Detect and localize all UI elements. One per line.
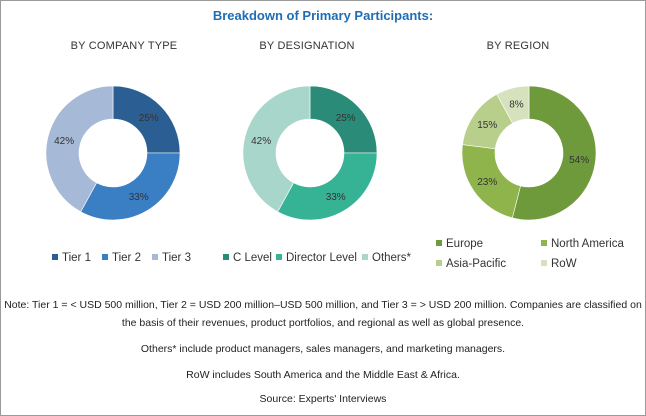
legend-item-row: RoW xyxy=(541,258,577,270)
donut-slice-europe xyxy=(511,85,597,221)
legend-swatch xyxy=(436,259,442,266)
figure-title: Breakdown of Primary Participants: xyxy=(212,8,434,23)
note-others-definition: Others* include product managers, sales … xyxy=(140,343,506,355)
legend-label: C Level xyxy=(233,252,272,264)
legend-swatch xyxy=(541,239,547,246)
note-classification: the basis of their revenues, product por… xyxy=(121,317,525,329)
data-label: 54% xyxy=(569,155,589,166)
chart-region-title: BY REGION xyxy=(486,40,550,52)
legend-swatch xyxy=(223,253,229,260)
legend-swatch xyxy=(436,239,442,246)
legend-swatch xyxy=(152,253,158,260)
legend-item-asia-pacific: Asia-Pacific xyxy=(436,258,506,270)
donut-slice-tier-3 xyxy=(45,85,114,213)
chart-company-type-title: BY COMPANY TYPE xyxy=(70,40,178,52)
data-label: 25% xyxy=(336,113,356,124)
legend-swatch xyxy=(52,253,58,260)
donut-slice-tier-2 xyxy=(80,152,181,221)
source-note: Source: Experts' Interviews xyxy=(259,393,387,405)
donut-slice-director-level xyxy=(277,152,378,221)
donut-slice-others xyxy=(242,85,311,213)
legend-label: Tier 2 xyxy=(112,252,141,264)
donut-chart-region: 54% 23% 15% 8% xyxy=(461,85,597,221)
data-label: 42% xyxy=(54,136,74,147)
legend-label: Director Level xyxy=(286,252,357,264)
legend-label: North America xyxy=(551,238,624,250)
legend-item-tier-3: Tier 3 xyxy=(152,252,191,264)
donut-slice-tier-1 xyxy=(112,85,181,154)
note-row-definition: RoW includes South America and the Middl… xyxy=(186,369,460,381)
legend-label: Tier 1 xyxy=(62,252,91,264)
legend-label: Others* xyxy=(372,252,411,264)
legend-label: RoW xyxy=(551,258,577,270)
donut-chart-company-type: 25% 33% 42% xyxy=(45,85,181,221)
donut-chart-designation: 25% 33% 42% xyxy=(242,85,378,221)
data-label: 33% xyxy=(129,192,149,203)
data-label: 15% xyxy=(477,120,497,131)
legend-label: Asia-Pacific xyxy=(446,258,507,270)
note-tier-definition: Note: Tier 1 = < USD 500 million, Tier 2… xyxy=(4,299,642,311)
donut-slice-row xyxy=(496,85,530,124)
legend-item-c-level: C Level xyxy=(223,252,272,264)
legend-swatch xyxy=(276,253,282,260)
legend-label: Europe xyxy=(446,238,484,250)
legend-item-europe: Europe xyxy=(436,238,483,250)
legend-item-tier-1: Tier 1 xyxy=(52,252,91,264)
legend-swatch xyxy=(362,253,368,260)
legend-item-director-level: Director Level xyxy=(276,252,357,264)
legend-label: Tier 3 xyxy=(162,252,191,264)
legend-item-tier-2: Tier 2 xyxy=(102,252,141,264)
legend-item-north-america: North America xyxy=(541,238,624,250)
donut-slice-c-level xyxy=(309,85,378,154)
data-label: 42% xyxy=(251,136,271,147)
data-label: 33% xyxy=(326,192,346,203)
chart-designation-title: BY DESIGNATION xyxy=(259,40,355,52)
legend-swatch xyxy=(541,259,547,266)
legend-item-others: Others* xyxy=(362,252,411,264)
legend-swatch xyxy=(102,253,108,260)
data-label: 8% xyxy=(509,100,524,111)
data-label: 23% xyxy=(477,177,497,188)
data-label: 25% xyxy=(139,113,159,124)
